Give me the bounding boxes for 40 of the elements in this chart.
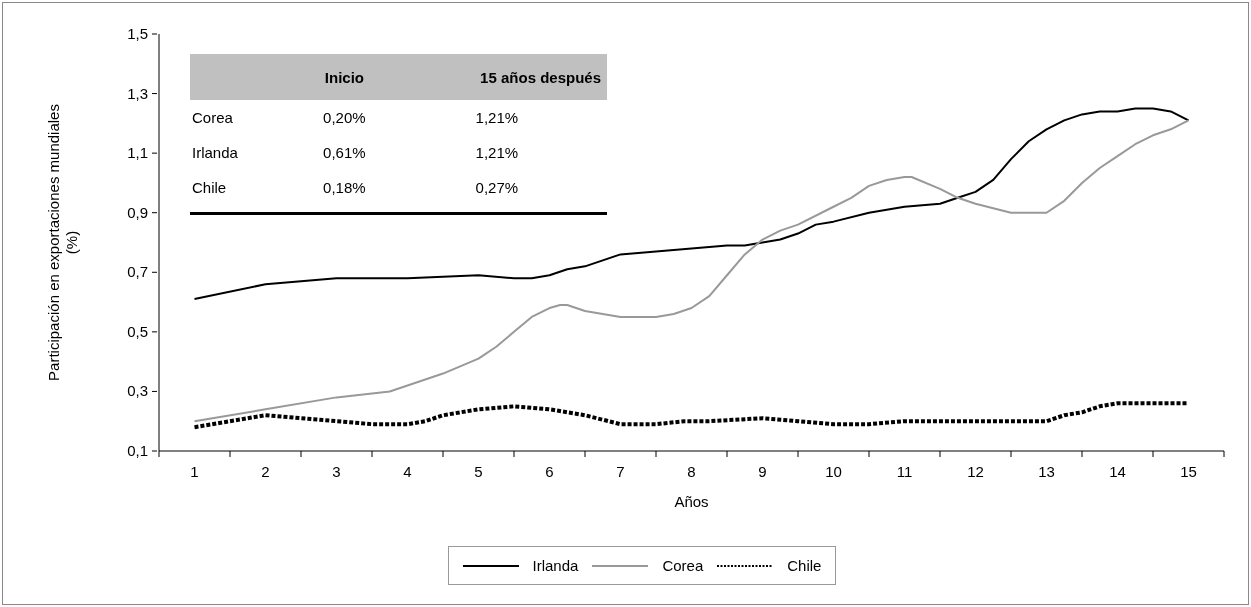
y-tick-label: 1,1 [127,144,148,162]
legend-label: Chile [787,557,822,574]
y-tick-label: 0,5 [127,322,148,340]
x-tick-label: 11 [896,462,913,480]
annotation: Chile [191,178,228,198]
annotation: 0,20% [322,108,367,128]
y-tick-label: 1,3 [127,84,148,102]
x-tick-label: 6 [545,462,554,480]
y-tick-label: 0,7 [127,263,148,281]
x-tick-label: 1 [190,462,199,480]
annotation: Irlanda [191,143,239,163]
annotation: Corea [191,108,234,128]
x-tick-label: 7 [616,462,625,480]
y-axis-title: Participación en exportaciones mundiales (%) [45,104,80,381]
annotation: 15 años después [479,67,602,88]
annotation: Inicio [323,67,365,88]
annotation: 1,21% [474,108,520,128]
x-tick-label: 10 [825,462,842,480]
x-axis-title: Años [674,493,709,510]
x-tick-label: 4 [403,462,412,480]
y-tick-label: 0,3 [127,382,148,400]
y-tick-label: 0,1 [127,442,148,459]
legend-label: Irlanda [532,557,579,574]
annotation: 1,21% [474,143,520,163]
x-tick-label: 13 [1038,462,1055,480]
annotation: 0,27% [474,178,520,198]
x-tick-label: 5 [474,462,483,480]
annotation: 0,61% [322,143,367,163]
x-tick-label: 8 [687,462,696,480]
y-tick-label: 0,9 [127,203,148,221]
x-tick-label: 14 [1109,462,1126,480]
x-tick-label: 2 [261,462,270,480]
x-tick-label: 15 [1180,462,1197,480]
x-tick-label: 9 [758,462,767,480]
line-series [193,107,1190,301]
x-tick-label: 12 [967,462,984,480]
y-tick-label: 1,5 [127,25,148,42]
legend-label: Corea [662,557,704,574]
annotation: 0,18% [322,178,367,198]
x-tick-label: 3 [332,462,341,480]
